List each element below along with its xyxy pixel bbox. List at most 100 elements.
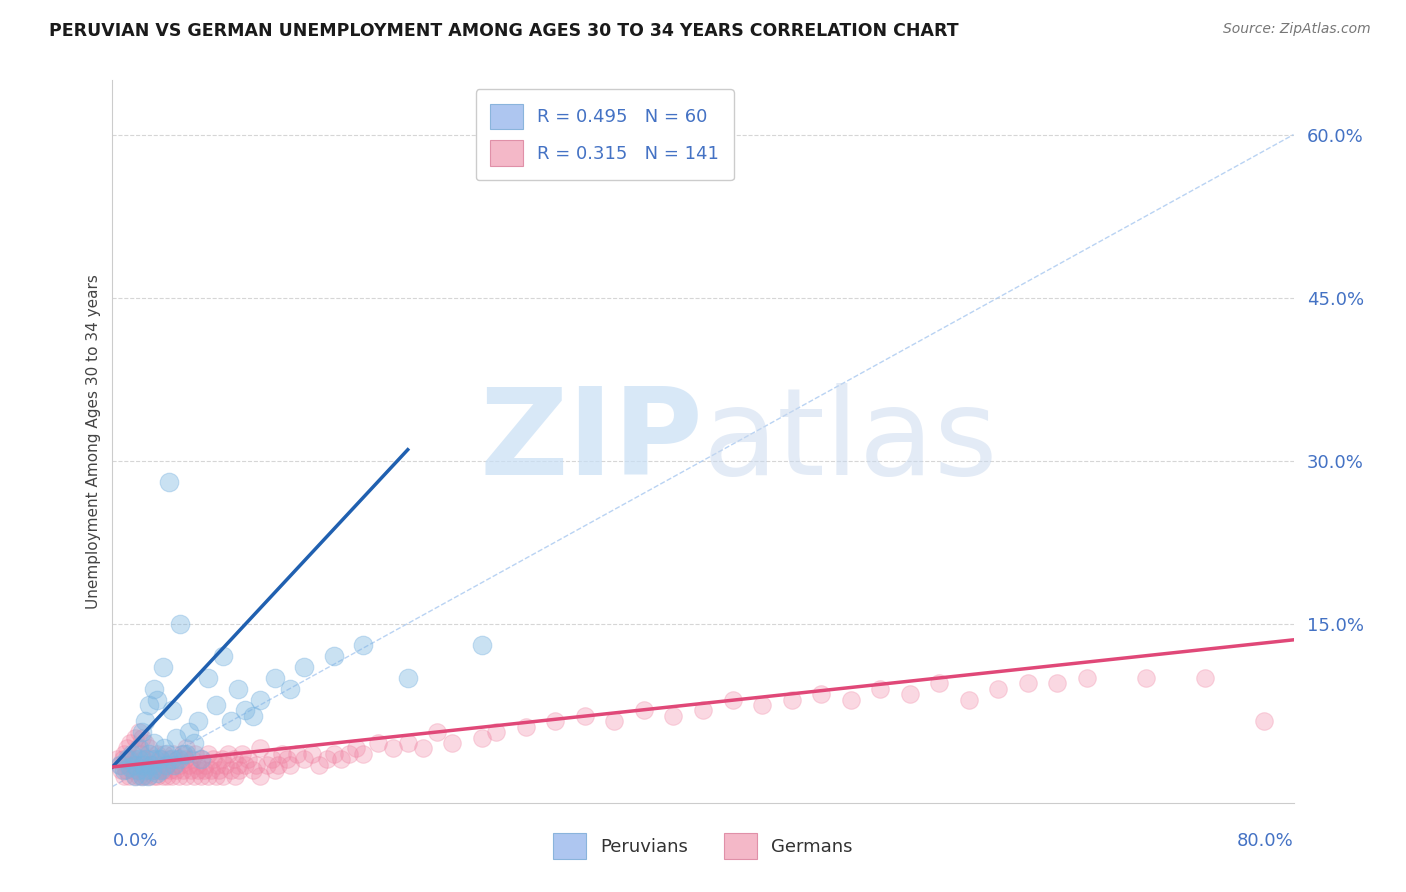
Point <box>120 752 142 766</box>
Point <box>292 752 315 766</box>
Point <box>337 747 360 761</box>
Point <box>160 769 183 783</box>
Point <box>141 763 163 777</box>
Point <box>146 747 169 761</box>
Point <box>411 741 433 756</box>
Point <box>170 747 193 761</box>
Point <box>285 747 308 761</box>
Point <box>127 763 149 777</box>
Point <box>231 747 253 761</box>
Text: 80.0%: 80.0% <box>1237 831 1294 850</box>
Point <box>242 709 264 723</box>
Point <box>470 638 494 652</box>
Point <box>157 752 180 766</box>
Point <box>426 725 449 739</box>
Legend: Peruvians, Germans: Peruvians, Germans <box>546 826 860 866</box>
Point <box>396 736 419 750</box>
Point <box>138 747 160 761</box>
Point <box>131 731 153 745</box>
Point <box>193 763 215 777</box>
Point <box>194 757 217 772</box>
Point <box>249 692 271 706</box>
Point <box>153 763 176 777</box>
Point <box>315 752 337 766</box>
Point <box>110 763 132 777</box>
Point <box>122 757 145 772</box>
Point <box>292 660 315 674</box>
Point <box>124 769 146 783</box>
Point <box>124 757 146 772</box>
Point <box>174 769 197 783</box>
Point <box>330 752 353 766</box>
Point <box>180 763 202 777</box>
Point <box>128 752 150 766</box>
Point <box>112 747 135 761</box>
Point <box>108 757 131 772</box>
Point <box>131 769 153 783</box>
Point <box>987 681 1010 696</box>
Point <box>127 741 149 756</box>
Point <box>165 731 187 745</box>
Point <box>172 763 194 777</box>
Text: atlas: atlas <box>703 383 998 500</box>
Point <box>205 769 228 783</box>
Point <box>233 703 256 717</box>
Point <box>197 747 219 761</box>
Point <box>114 763 136 777</box>
Point <box>396 671 419 685</box>
Point <box>167 752 190 766</box>
Point <box>249 769 271 783</box>
Point <box>155 757 177 772</box>
Point <box>124 731 146 745</box>
Point <box>136 769 159 783</box>
Point <box>118 769 141 783</box>
Point <box>183 736 205 750</box>
Point <box>211 752 233 766</box>
Point <box>169 616 191 631</box>
Point <box>125 757 148 772</box>
Point <box>1017 676 1039 690</box>
Point <box>264 671 287 685</box>
Text: 0.0%: 0.0% <box>112 831 157 850</box>
Point <box>278 757 301 772</box>
Point <box>160 752 183 766</box>
Point <box>160 703 183 717</box>
Point <box>163 757 186 772</box>
Point <box>190 769 212 783</box>
Point <box>441 736 464 750</box>
Point <box>344 741 367 756</box>
Point <box>1135 671 1157 685</box>
Point <box>224 769 246 783</box>
Point <box>810 687 832 701</box>
Point <box>120 760 142 774</box>
Point <box>179 757 201 772</box>
Point <box>132 752 155 766</box>
Point <box>105 752 128 766</box>
Point <box>179 725 201 739</box>
Point <box>149 752 172 766</box>
Point <box>242 763 264 777</box>
Point <box>117 752 138 766</box>
Point <box>308 757 330 772</box>
Point <box>143 752 166 766</box>
Point <box>219 763 242 777</box>
Point <box>323 747 346 761</box>
Point <box>470 731 494 745</box>
Point <box>128 769 150 783</box>
Point <box>117 741 138 756</box>
Point <box>174 747 197 761</box>
Point <box>112 769 135 783</box>
Point <box>928 676 950 690</box>
Point <box>278 681 301 696</box>
Point <box>167 769 190 783</box>
Point <box>1194 671 1216 685</box>
Point <box>129 747 152 761</box>
Point <box>139 757 162 772</box>
Point <box>219 714 242 729</box>
Point <box>117 757 138 772</box>
Point <box>187 714 209 729</box>
Point <box>245 757 267 772</box>
Point <box>128 741 150 756</box>
Point <box>155 757 177 772</box>
Point <box>238 752 260 766</box>
